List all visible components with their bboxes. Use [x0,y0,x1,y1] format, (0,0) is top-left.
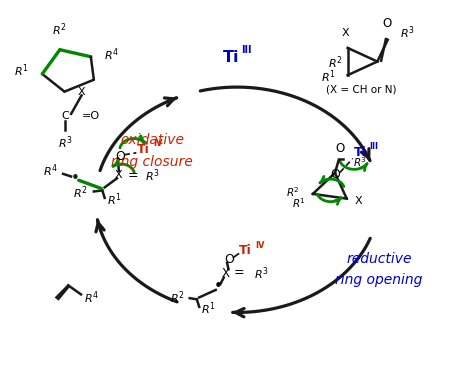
Text: (X = CH or N): (X = CH or N) [326,85,397,95]
Text: $R^4$: $R^4$ [84,289,99,306]
Text: $R^1$: $R^1$ [321,69,336,85]
Text: X: X [341,29,349,38]
Text: oxidative: oxidative [120,133,184,147]
Text: X: X [354,196,362,205]
Text: ring opening: ring opening [335,273,422,287]
Text: IV: IV [255,241,264,250]
Text: IV: IV [153,139,163,148]
Text: O: O [382,17,392,31]
Text: Ti: Ti [223,50,239,65]
Text: O: O [224,253,234,266]
Text: =: = [128,169,138,182]
Text: X: X [78,87,85,97]
Text: C: C [62,111,69,121]
Text: $R^2$: $R^2$ [286,185,300,199]
Text: Ti: Ti [137,143,150,156]
Text: $R^1$: $R^1$ [14,63,29,79]
Text: =: = [234,267,245,279]
Text: III: III [370,141,379,150]
Text: $R^2$: $R^2$ [170,289,185,306]
Text: $R^3$: $R^3$ [145,167,160,184]
Text: $R^2$: $R^2$ [73,184,88,201]
Text: $R^3$: $R^3$ [353,155,367,169]
Text: $R^3$: $R^3$ [58,135,73,151]
Text: $R^3$: $R^3$ [400,24,414,41]
Text: •: • [214,279,222,294]
Text: reductive: reductive [346,252,411,266]
Text: $R^4$: $R^4$ [43,162,58,179]
Text: Ti: Ti [354,146,366,159]
Text: $R^3$: $R^3$ [255,266,269,282]
Text: $R^2$: $R^2$ [52,21,66,38]
Text: O: O [115,150,125,163]
Text: O: O [330,168,340,181]
Text: $R^2$: $R^2$ [328,55,343,72]
Text: $R^1$: $R^1$ [292,196,306,210]
Text: =O: =O [82,111,100,121]
Text: X: X [115,170,123,180]
Text: O: O [335,142,344,155]
Text: $R^1$: $R^1$ [107,192,122,208]
Text: ring closure: ring closure [111,155,193,169]
Text: X: X [222,267,230,279]
Text: $R^4$: $R^4$ [104,47,119,63]
Text: $R^1$: $R^1$ [201,300,215,317]
Text: III: III [241,44,252,55]
Text: Ti: Ti [239,244,252,257]
Text: •: • [71,171,79,186]
